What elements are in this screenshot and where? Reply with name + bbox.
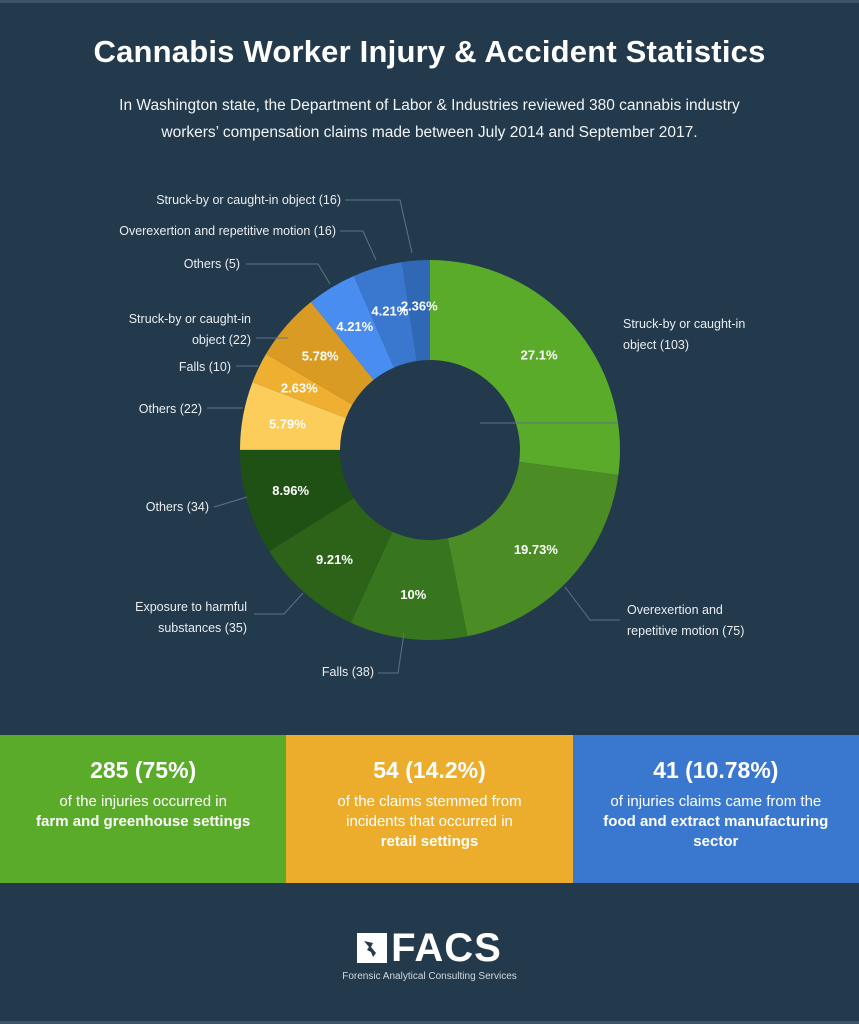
donut-slice [269,497,393,623]
cannabis-leaf-icon [357,933,388,963]
leader-line [254,592,304,615]
stat-farm: 285 (75%) of the injuries occurred in far… [0,735,287,883]
slice-percent-label: 5.78% [302,348,339,363]
slice-percent-label: 5.79% [269,417,306,432]
donut-slices [240,260,620,640]
callout-label: Falls (38) [322,665,374,679]
stat-food-extract-value: 41 (10.78%) [653,757,779,783]
leader-line [246,263,331,285]
logo-wordmark: FACS [391,926,502,970]
slice-percent-label: 10% [400,587,426,602]
top-border [0,0,859,3]
page-subtitle: In Washington state, the Department of L… [40,92,819,146]
callout-label: Struck-by or caught-in object (22) [129,312,251,347]
callout-label: Overexertion and repetitive motion (75) [627,603,744,638]
callout-label: Overexertion and repetitive motion (16) [119,224,336,238]
leader-line [213,496,248,508]
stat-farm-desc: of the injuries occurred in farm and gree… [36,793,251,830]
stat-retail: 54 (14.2%) of the claims stemmed from in… [286,735,573,883]
slice-percent-label: 27.1% [521,347,558,362]
subtitle-line-2: workers’ compensation claims made betwee… [161,124,698,141]
stat-retail-desc: of the claims stemmed from incidents tha… [337,793,522,850]
logo-subtitle: Forensic Analytical Consulting Services [342,971,517,982]
stat-retail-value: 54 (14.2%) [373,757,486,783]
stat-food-extract: 41 (10.78%) of injuries claims came from… [572,735,859,883]
slice-percent-label: 4.21% [336,319,373,334]
donut-slice [353,262,417,368]
slice-percent-label: 9.21% [316,552,353,567]
bottom-border [0,1021,859,1024]
leader-line [378,632,405,674]
donut-chart: 27.1% 19.73% 10% 9.21% 8.96% 5.79% 2.63% 5.78% 4… [119,193,745,679]
donut-slice [447,461,619,637]
slice-percent-labels: 27.1% 19.73% 10% 9.21% 8.96% 5.79% 2.63% 5.78% 4… [269,298,558,602]
stats-bar: 285 (75%) of the injuries occurred in far… [0,735,859,883]
slice-percent-label: 8.96% [272,483,309,498]
slice-percent-label: 2.63% [281,380,318,395]
chart-callouts: Struck-by or caught-in object (103) Overex… [119,193,745,679]
donut-slice [240,449,354,552]
slice-percent-label: 2.36% [401,298,438,313]
donut-slice [252,353,353,418]
callout-label: Struck-by or caught-in object (16) [156,193,341,207]
callout-label: Exposure to harmful substances (35) [135,600,247,635]
leader-line [345,199,413,254]
stat-food-extract-desc: of injuries claims came from the food an… [603,793,829,850]
donut-slice [430,260,620,476]
callout-label: Struck-by or caught-in object (103) [623,317,745,352]
page-title: Cannabis Worker Injury & Accident Statis… [93,34,766,69]
callout-label: Others (5) [184,257,240,271]
stat-farm-value: 285 (75%) [90,757,197,783]
leader-line [564,586,620,621]
donut-slice [310,275,394,380]
slice-percent-label: 4.21% [371,304,408,319]
callout-label: Others (22) [139,402,202,416]
subtitle-line-1: In Washington state, the Department of L… [119,97,740,114]
donut-slice [266,301,374,405]
donut-slice [350,531,468,640]
leader-line [340,230,377,261]
donut-slice [240,382,346,450]
facs-logo: FACS Forensic Analytical Consulting Serv… [0,928,859,982]
slice-percent-label: 19.73% [514,542,559,557]
donut-slice [401,260,430,361]
callout-label: Falls (10) [179,360,231,374]
callout-label: Others (34) [146,500,209,514]
